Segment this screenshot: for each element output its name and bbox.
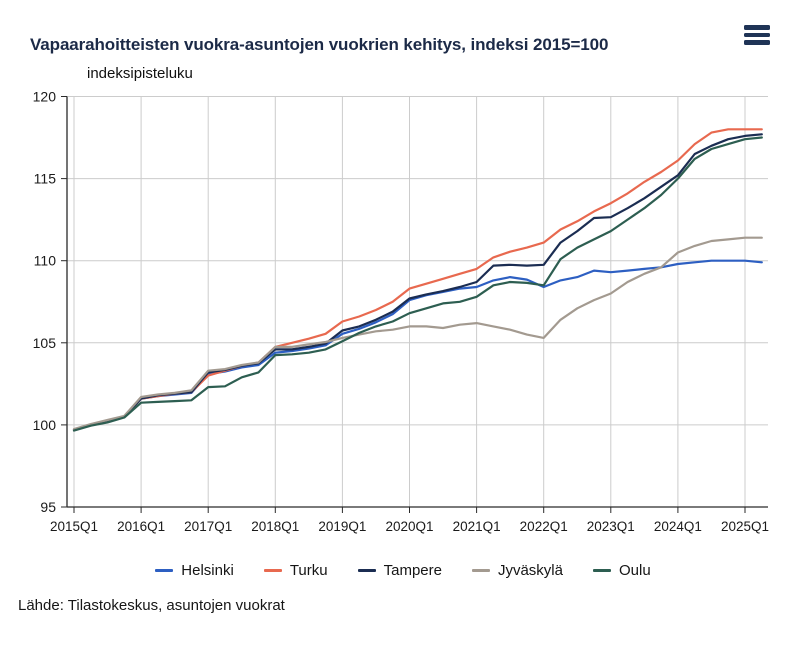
legend: Helsinki Turku Tampere Jyväskylä Oulu bbox=[0, 562, 806, 579]
x-tick-label: 2024Q1 bbox=[654, 519, 702, 534]
legend-item-tampere[interactable]: Tampere bbox=[357, 562, 442, 579]
legend-label: Jyväskylä bbox=[497, 562, 563, 579]
y-axis-unit-label: indeksipisteluku bbox=[87, 65, 193, 82]
source-text: Lähde: Tilastokeskus, asuntojen vuokrat bbox=[18, 597, 285, 614]
y-tick-label: 110 bbox=[34, 253, 57, 269]
x-tick-label: 2016Q1 bbox=[117, 519, 165, 534]
x-tick-label: 2021Q1 bbox=[453, 519, 501, 534]
legend-item-helsinki[interactable]: Helsinki bbox=[155, 562, 234, 579]
series-line-tampere bbox=[72, 133, 763, 431]
y-tick-label: 115 bbox=[34, 171, 57, 187]
x-tick-label: 2023Q1 bbox=[587, 519, 635, 534]
y-tick-label: 95 bbox=[40, 499, 56, 515]
legend-label: Helsinki bbox=[181, 562, 234, 579]
y-tick-label: 120 bbox=[33, 89, 57, 105]
legend-label: Oulu bbox=[619, 562, 651, 579]
x-tick-label: 2018Q1 bbox=[251, 519, 299, 534]
x-tick-label: 2020Q1 bbox=[385, 519, 433, 534]
chart-title: Vapaarahoitteisten vuokra-asuntojen vuok… bbox=[30, 35, 609, 55]
legend-swatch bbox=[593, 569, 611, 572]
series-line-jyväskylä bbox=[72, 236, 763, 431]
legend-item-oulu[interactable]: Oulu bbox=[593, 562, 651, 579]
legend-swatch bbox=[357, 569, 376, 572]
legend-swatch bbox=[471, 569, 490, 572]
legend-label: Turku bbox=[289, 562, 328, 579]
legend-item-jyväskylä[interactable]: Jyväskylä bbox=[471, 562, 563, 579]
legend-item-turku[interactable]: Turku bbox=[263, 562, 328, 579]
hamburger-menu-icon[interactable] bbox=[744, 25, 770, 45]
legend-swatch bbox=[155, 569, 174, 572]
hamburger-bar bbox=[744, 32, 770, 38]
x-tick-label: 2017Q1 bbox=[184, 519, 232, 534]
series-line-turku bbox=[72, 128, 763, 431]
hamburger-bar bbox=[744, 40, 770, 45]
series-line-oulu bbox=[72, 136, 763, 432]
x-tick-label: 2015Q1 bbox=[50, 519, 98, 534]
legend-label: Tampere bbox=[383, 562, 442, 579]
x-tick-label: 2019Q1 bbox=[318, 519, 366, 534]
x-tick-label: 2022Q1 bbox=[520, 519, 568, 534]
y-tick-label: 100 bbox=[33, 417, 57, 433]
hamburger-bar bbox=[744, 25, 770, 30]
y-tick-label: 105 bbox=[33, 335, 57, 351]
x-tick-label: 2025Q1 bbox=[721, 519, 769, 534]
legend-swatch bbox=[263, 569, 282, 572]
